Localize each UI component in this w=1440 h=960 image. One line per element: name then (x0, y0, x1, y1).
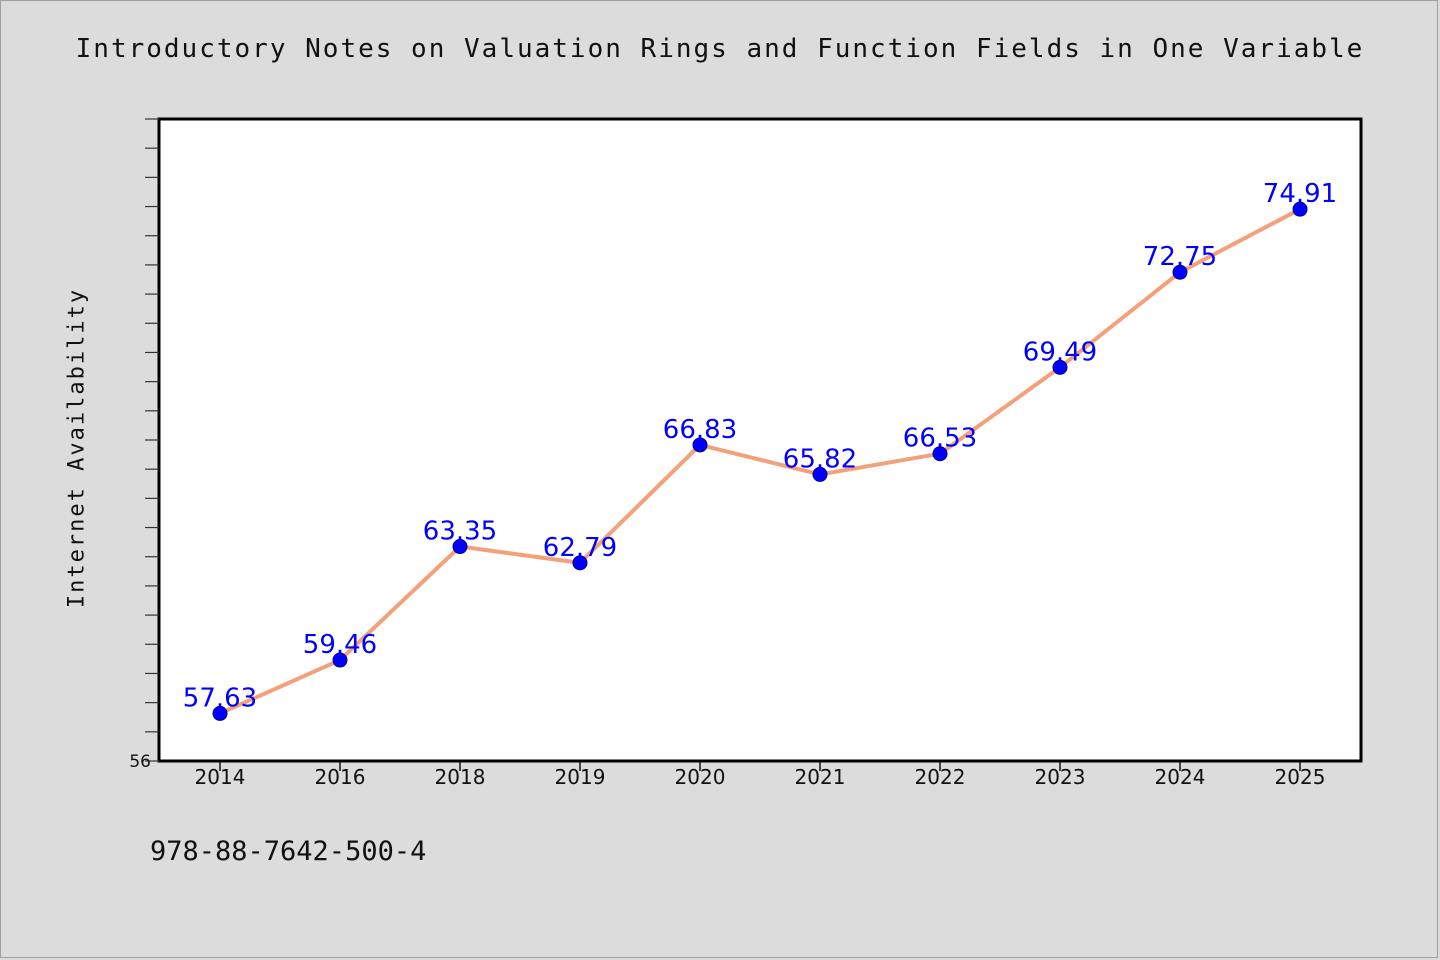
data-point (932, 446, 948, 462)
data-point (572, 555, 588, 571)
data-point (1172, 264, 1188, 280)
x-tick-label: 2020 (675, 765, 726, 789)
data-point (332, 652, 348, 668)
data-label: 62.79 (543, 533, 617, 563)
data-label: 69.49 (1023, 337, 1097, 367)
data-label: 63.35 (423, 517, 497, 547)
chart-title: Introductory Notes on Valuation Rings an… (75, 34, 1365, 64)
x-axis-ticks: 2014 2016 2018 2019 2020 2021 2022 2023 2024 2025 (195, 761, 1326, 789)
x-tick-label: 2018 (435, 765, 486, 789)
series-markers (212, 201, 1308, 721)
y-axis-ticks: 56 (129, 118, 159, 772)
x-tick-label: 2023 (1035, 765, 1086, 789)
isbn-text: 978-88-7642-500-4 (150, 836, 427, 867)
data-label: 66.53 (903, 424, 977, 454)
plot-area (157, 117, 1363, 763)
data-labels: 57.63 59.46 63.35 62.79 66.83 65.82 66.53 69.49… (183, 179, 1337, 713)
x-tick-label: 2014 (195, 765, 246, 789)
data-label: 65.82 (783, 444, 857, 474)
x-tick-label: 2019 (555, 765, 606, 789)
data-point (452, 539, 468, 555)
data-point (1292, 201, 1308, 217)
data-point (212, 705, 228, 721)
series-line (219, 207, 1301, 716)
x-tick-label: 2025 (1275, 765, 1326, 789)
y-tick-label: 56 (129, 752, 151, 772)
data-label: 59.46 (303, 630, 377, 660)
x-tick-label: 2021 (795, 765, 846, 789)
x-tick-label: 2016 (315, 765, 366, 789)
data-point (1052, 359, 1068, 375)
data-point (692, 437, 708, 453)
x-tick-label: 2024 (1155, 765, 1206, 789)
x-tick-label: 2022 (915, 765, 966, 789)
data-label: 57.63 (183, 683, 257, 713)
data-point (812, 466, 828, 482)
data-label: 72.75 (1143, 242, 1217, 272)
data-label: 66.83 (663, 415, 737, 445)
data-label: 74.91 (1263, 179, 1337, 209)
